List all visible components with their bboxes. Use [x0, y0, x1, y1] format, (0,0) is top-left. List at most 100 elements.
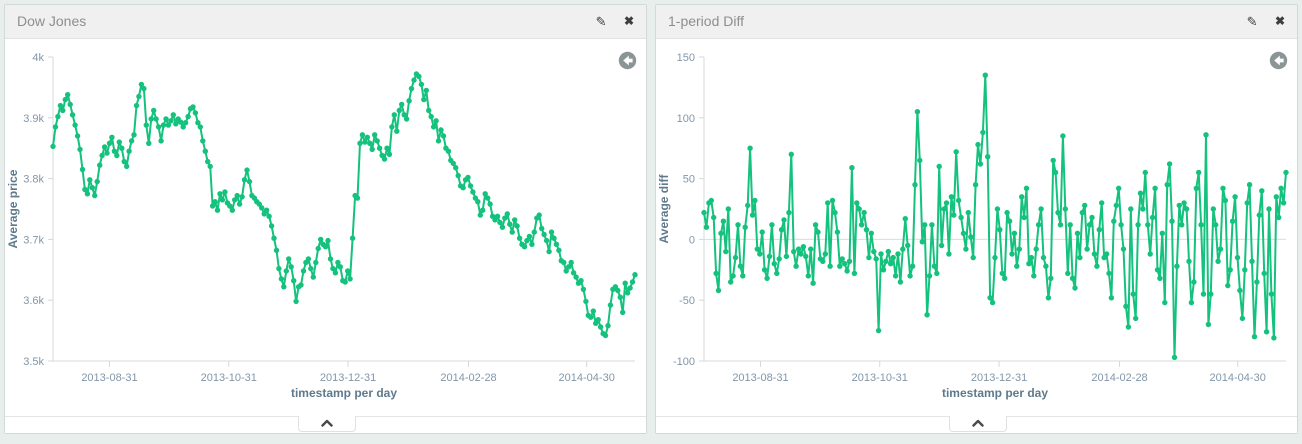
data-point[interactable] [620, 309, 626, 316]
data-point[interactable] [1162, 299, 1168, 306]
data-point[interactable] [499, 224, 506, 230]
data-point[interactable] [810, 280, 816, 286]
data-point[interactable] [192, 110, 199, 116]
data-point[interactable] [136, 93, 142, 100]
data-point[interactable] [1259, 188, 1265, 194]
data-point[interactable] [453, 165, 459, 171]
data-point[interactable] [516, 235, 523, 241]
data-point[interactable] [435, 138, 442, 144]
data-point[interactable] [718, 230, 724, 236]
data-point[interactable] [99, 152, 105, 159]
data-point[interactable] [131, 132, 137, 138]
data-point[interactable] [985, 154, 991, 160]
data-point[interactable] [467, 183, 474, 189]
data-point[interactable] [155, 124, 162, 130]
data-point[interactable] [480, 207, 486, 213]
data-point[interactable] [997, 227, 1003, 233]
data-point[interactable] [119, 145, 125, 151]
data-point[interactable] [234, 192, 240, 199]
data-point[interactable] [1055, 209, 1061, 216]
data-point[interactable] [895, 251, 901, 257]
data-point[interactable] [514, 223, 520, 229]
data-point[interactable] [460, 185, 466, 191]
data-point[interactable] [124, 163, 130, 170]
data-point[interactable] [212, 199, 218, 205]
data-point[interactable] [141, 85, 147, 92]
data-point[interactable] [293, 298, 299, 305]
data-point[interactable] [87, 177, 93, 183]
data-point[interactable] [173, 121, 179, 127]
data-point[interactable] [403, 116, 410, 122]
data-point[interactable] [595, 317, 601, 323]
data-point[interactable] [786, 209, 792, 216]
data-point[interactable] [310, 274, 316, 280]
data-point[interactable] [399, 101, 405, 108]
data-point[interactable] [1227, 267, 1233, 273]
data-point[interactable] [846, 258, 853, 264]
data-point[interactable] [902, 216, 908, 222]
data-point[interactable] [268, 223, 275, 229]
data-point[interactable] [1169, 218, 1175, 224]
data-point[interactable] [1171, 354, 1178, 361]
data-point[interactable] [1254, 279, 1260, 285]
close-icon[interactable]: ✖ [1274, 14, 1285, 29]
data-point[interactable] [259, 205, 265, 211]
data-point[interactable] [829, 197, 836, 204]
data-point[interactable] [878, 251, 884, 257]
data-point[interactable] [975, 141, 981, 148]
data-point[interactable] [548, 229, 555, 235]
data-point[interactable] [752, 197, 758, 204]
data-point[interactable] [774, 270, 780, 277]
data-point[interactable] [1096, 227, 1102, 233]
data-point[interactable] [1123, 303, 1129, 309]
data-point[interactable] [1244, 200, 1250, 206]
data-point[interactable] [849, 165, 855, 171]
data-point[interactable] [769, 222, 775, 228]
data-point[interactable] [822, 251, 828, 257]
data-point[interactable] [800, 244, 807, 250]
data-point[interactable] [1111, 218, 1117, 224]
data-point[interactable] [246, 178, 253, 185]
data-point[interactable] [1118, 222, 1124, 228]
data-point[interactable] [470, 189, 476, 195]
data-point[interactable] [708, 197, 714, 204]
data-point[interactable] [1208, 291, 1214, 297]
data-point[interactable] [602, 332, 609, 339]
data-point[interactable] [1135, 222, 1141, 228]
data-point[interactable] [507, 221, 513, 227]
data-point[interactable] [783, 253, 790, 260]
data-point[interactable] [1035, 222, 1042, 228]
data-point[interactable] [897, 279, 904, 285]
data-point[interactable] [1140, 206, 1146, 212]
data-point[interactable] [1261, 270, 1267, 277]
data-point[interactable] [938, 242, 945, 249]
data-point[interactable] [1011, 230, 1018, 236]
data-point[interactable] [433, 118, 439, 124]
data-point[interactable] [106, 140, 113, 146]
data-point[interactable] [541, 231, 547, 238]
data-point[interactable] [72, 122, 78, 128]
data-point[interactable] [1120, 246, 1127, 252]
data-point[interactable] [615, 287, 621, 294]
data-point[interactable] [892, 273, 899, 279]
data-point[interactable] [1203, 132, 1209, 138]
data-point[interactable] [111, 148, 118, 154]
data-point[interactable] [286, 256, 292, 262]
data-point[interactable] [856, 206, 862, 212]
data-point[interactable] [389, 124, 395, 130]
data-point[interactable] [798, 251, 804, 257]
data-point[interactable] [965, 209, 971, 216]
back-button[interactable] [1269, 51, 1288, 70]
data-point[interactable] [178, 119, 184, 125]
data-point[interactable] [94, 178, 100, 185]
data-point[interactable] [992, 254, 998, 261]
data-point[interactable] [1249, 258, 1255, 264]
data-point[interactable] [335, 259, 341, 266]
data-point[interactable] [808, 246, 814, 252]
data-point[interactable] [182, 120, 189, 126]
data-point[interactable] [583, 298, 589, 305]
data-point[interactable] [711, 214, 717, 221]
data-point[interactable] [315, 245, 321, 252]
data-point[interactable] [322, 244, 329, 250]
data-point[interactable] [146, 140, 152, 146]
